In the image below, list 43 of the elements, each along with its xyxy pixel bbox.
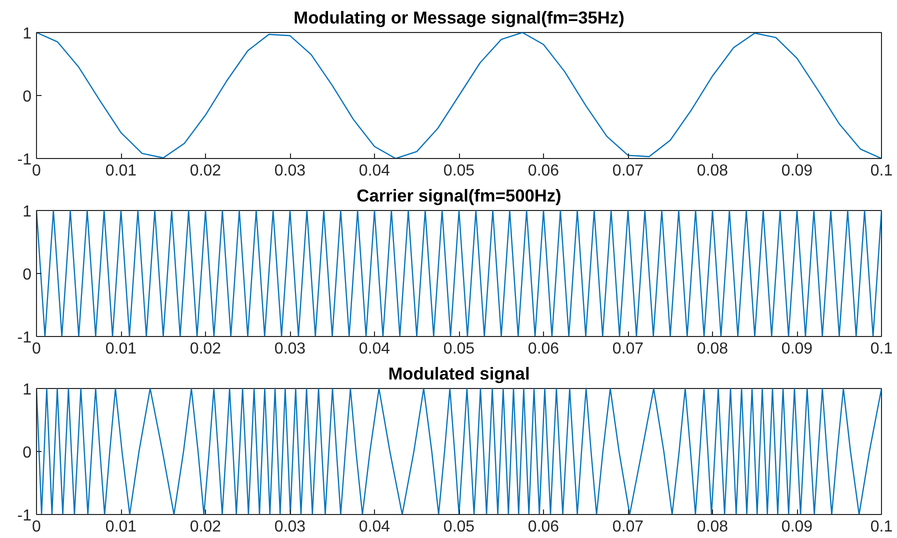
x-tick-label: 0.04: [358, 340, 390, 358]
x-tick-label: 0.08: [696, 162, 728, 180]
y-tick-label: -1: [17, 508, 32, 524]
x-tick-label: 0.05: [443, 340, 475, 358]
x-tick-label: 0.08: [696, 340, 728, 358]
x-tick-label: 0.09: [781, 518, 813, 536]
x-tick-label: 0.02: [190, 340, 222, 358]
y-tick-label: 0: [22, 88, 32, 106]
x-tick-label: 0.05: [443, 518, 475, 536]
x-tick-label: 0.1: [870, 518, 893, 536]
x-tick-label: 0.1: [870, 162, 893, 180]
x-tick-label: 0.1: [870, 340, 893, 358]
x-tick-label: 0.09: [781, 340, 813, 358]
x-tick-label: 0.06: [528, 162, 560, 180]
x-tick-label: 0.03: [274, 518, 306, 536]
x-tick-label: 0.02: [190, 518, 222, 536]
x-tick-label: 0.07: [612, 518, 644, 536]
y-tick-label: 1: [22, 382, 32, 398]
x-tick-label: 0.04: [358, 162, 390, 180]
x-tick-label: 0.01: [105, 340, 137, 358]
chart-title: Modulated signal: [388, 364, 530, 384]
x-tick-label: 0.03: [274, 340, 306, 358]
x-tick-label: 0.06: [528, 518, 560, 536]
x-tick-label: 0.01: [105, 518, 137, 536]
x-tick-label: 0.07: [612, 162, 644, 180]
x-tick-label: 0.05: [443, 162, 475, 180]
x-tick-label: 0.03: [274, 162, 306, 180]
x-tick-label: 0.08: [696, 518, 728, 536]
line-series: [36, 32, 882, 158]
x-tick-label: 0.04: [358, 518, 390, 536]
y-tick-label: 1: [22, 26, 32, 42]
y-tick-label: -1: [17, 330, 32, 346]
x-tick-label: 0.02: [190, 162, 222, 180]
x-tick-label: 0.07: [612, 340, 644, 358]
y-tick-label: 0: [22, 266, 32, 284]
chart-title: Carrier signal(fm=500Hz): [356, 186, 562, 206]
y-tick-label: 1: [22, 204, 32, 220]
chart-title: Modulating or Message signal(fm=35Hz): [294, 8, 624, 28]
y-tick-label: -1: [17, 152, 32, 168]
y-tick-label: 0: [22, 444, 32, 462]
x-tick-label: 0.01: [105, 162, 137, 180]
x-tick-label: 0.09: [781, 162, 813, 180]
x-tick-label: 0.06: [528, 340, 560, 358]
